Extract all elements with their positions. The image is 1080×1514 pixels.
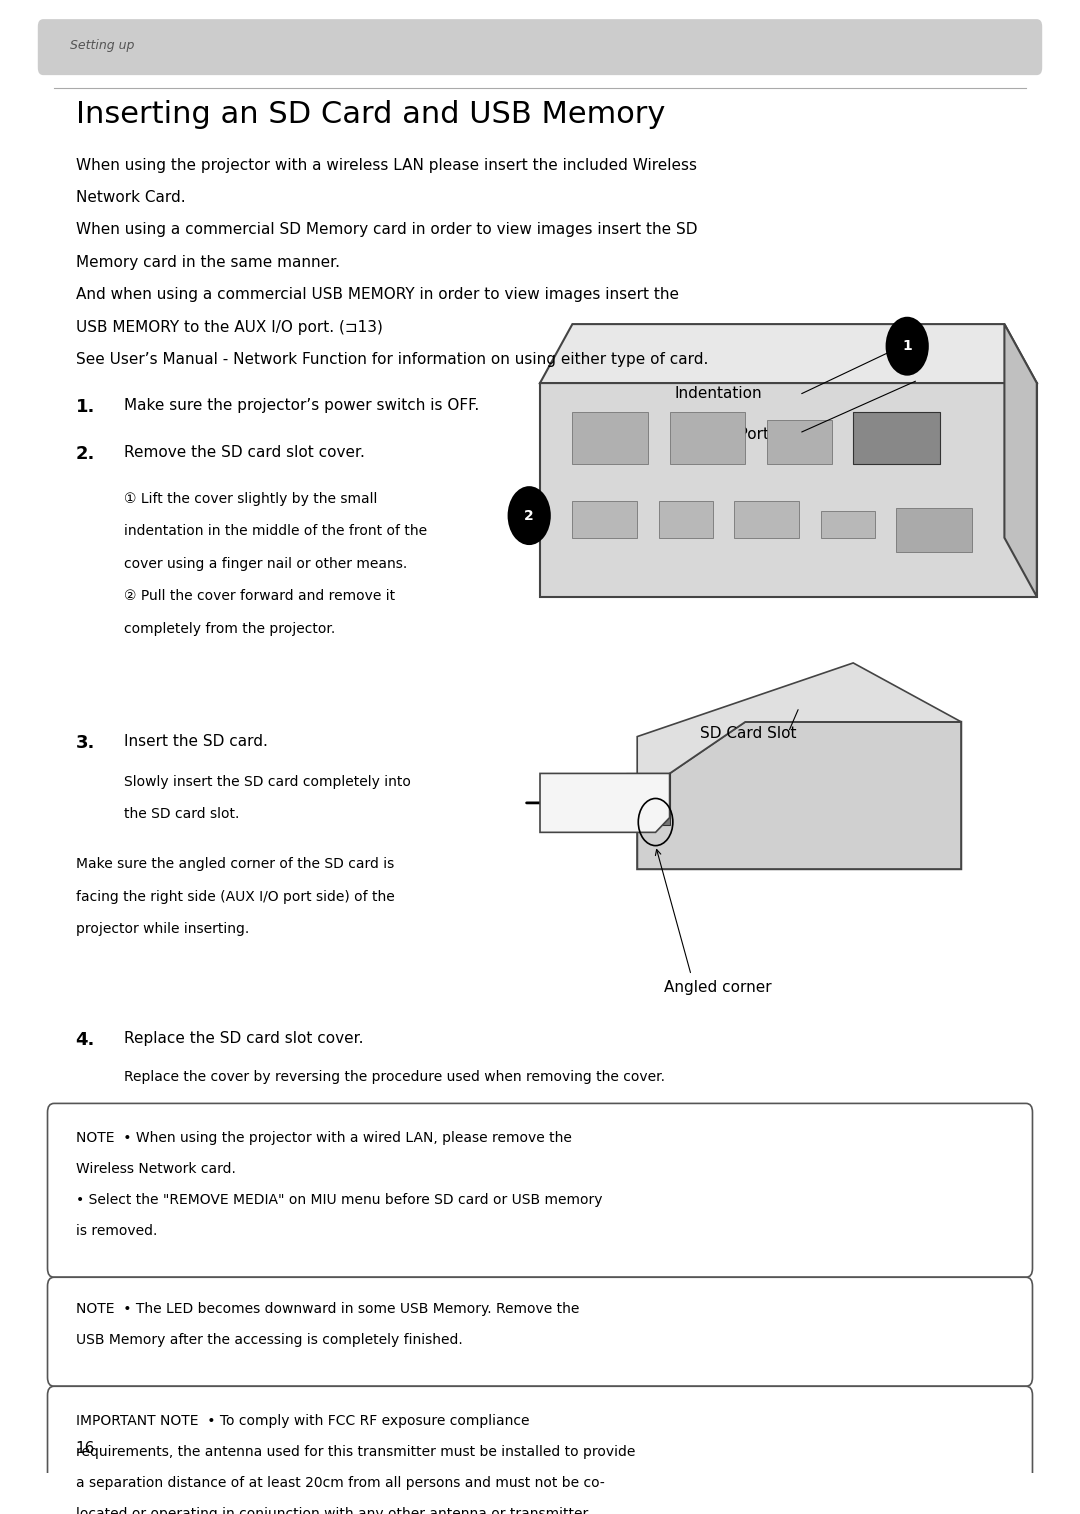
Text: Make sure the angled corner of the SD card is: Make sure the angled corner of the SD ca… [76, 857, 394, 872]
FancyBboxPatch shape [734, 501, 799, 537]
Text: When using the projector with a wireless LAN please insert the included Wireless: When using the projector with a wireless… [76, 157, 697, 173]
Circle shape [886, 316, 929, 375]
Polygon shape [540, 324, 1037, 383]
Text: indentation in the middle of the front of the: indentation in the middle of the front o… [124, 524, 428, 539]
FancyBboxPatch shape [48, 1387, 1032, 1514]
Text: Network Card.: Network Card. [76, 191, 186, 204]
Text: 3.: 3. [76, 734, 95, 751]
Text: When using a commercial SD Memory card in order to view images insert the SD: When using a commercial SD Memory card i… [76, 223, 697, 238]
Text: And when using a commercial USB MEMORY in order to view images insert the: And when using a commercial USB MEMORY i… [76, 288, 678, 303]
Text: See User’s Manual - Network Function for information on using either type of car: See User’s Manual - Network Function for… [76, 353, 708, 366]
Text: Make sure the projector’s power switch is OFF.: Make sure the projector’s power switch i… [124, 398, 480, 413]
Text: a separation distance of at least 20cm from all persons and must not be co-: a separation distance of at least 20cm f… [76, 1476, 605, 1490]
Polygon shape [540, 774, 670, 833]
Text: ① Lift the cover slightly by the small: ① Lift the cover slightly by the small [124, 492, 378, 506]
Polygon shape [637, 722, 961, 869]
FancyBboxPatch shape [38, 20, 1042, 76]
Text: AUX I/O Port: AUX I/O Port [675, 427, 769, 442]
FancyBboxPatch shape [48, 1278, 1032, 1387]
Text: SD Card Slot: SD Card Slot [700, 727, 796, 742]
Text: 16: 16 [76, 1441, 95, 1456]
Text: IMPORTANT NOTE  • To comply with FCC RF exposure compliance: IMPORTANT NOTE • To comply with FCC RF e… [76, 1414, 529, 1428]
Text: Angled corner: Angled corner [664, 980, 772, 995]
Text: 2.: 2. [76, 445, 95, 463]
FancyBboxPatch shape [572, 501, 637, 537]
FancyBboxPatch shape [896, 509, 972, 553]
Text: Remove the SD card slot cover.: Remove the SD card slot cover. [124, 445, 365, 460]
Text: located or operating in conjunction with any other antenna or transmitter.: located or operating in conjunction with… [76, 1506, 591, 1514]
Text: cover using a finger nail or other means.: cover using a finger nail or other means… [124, 557, 407, 571]
Text: requirements, the antenna used for this transmitter must be installed to provide: requirements, the antenna used for this … [76, 1446, 635, 1459]
FancyBboxPatch shape [48, 1104, 1032, 1278]
FancyBboxPatch shape [659, 501, 713, 537]
Text: Replace the cover by reversing the procedure used when removing the cover.: Replace the cover by reversing the proce… [124, 1069, 665, 1084]
Text: Indentation: Indentation [675, 386, 762, 401]
Text: ② Pull the cover forward and remove it: ② Pull the cover forward and remove it [124, 589, 395, 603]
FancyBboxPatch shape [572, 412, 648, 465]
Text: 1.: 1. [76, 398, 95, 416]
Text: projector while inserting.: projector while inserting. [76, 922, 248, 936]
Text: Memory card in the same manner.: Memory card in the same manner. [76, 254, 339, 269]
Text: NOTE  • When using the projector with a wired LAN, please remove the: NOTE • When using the projector with a w… [76, 1131, 571, 1146]
Text: Replace the SD card slot cover.: Replace the SD card slot cover. [124, 1031, 364, 1046]
Polygon shape [540, 383, 1037, 597]
Text: USB Memory after the accessing is completely finished.: USB Memory after the accessing is comple… [76, 1334, 462, 1347]
Text: completely from the projector.: completely from the projector. [124, 622, 336, 636]
Text: Inserting an SD Card and USB Memory: Inserting an SD Card and USB Memory [76, 100, 665, 129]
Text: 2: 2 [524, 509, 535, 522]
Text: 1: 1 [902, 339, 913, 353]
Circle shape [508, 486, 551, 545]
Text: 4.: 4. [76, 1031, 95, 1049]
FancyBboxPatch shape [821, 512, 875, 537]
Text: facing the right side (AUX I/O port side) of the: facing the right side (AUX I/O port side… [76, 890, 394, 904]
Text: the SD card slot.: the SD card slot. [124, 807, 240, 821]
Text: is removed.: is removed. [76, 1225, 157, 1238]
Text: Wireless Network card.: Wireless Network card. [76, 1163, 235, 1176]
Text: Slowly insert the SD card completely into: Slowly insert the SD card completely int… [124, 775, 411, 789]
FancyBboxPatch shape [767, 419, 832, 465]
Polygon shape [637, 663, 961, 795]
Text: USB MEMORY to the AUX I/O port. (⊐13): USB MEMORY to the AUX I/O port. (⊐13) [76, 319, 382, 335]
FancyBboxPatch shape [853, 412, 940, 465]
Polygon shape [1004, 324, 1037, 597]
Text: • Select the "REMOVE MEDIA" on MIU menu before SD card or USB memory: • Select the "REMOVE MEDIA" on MIU menu … [76, 1193, 603, 1207]
FancyBboxPatch shape [626, 774, 670, 825]
FancyBboxPatch shape [853, 412, 940, 465]
Text: Setting up: Setting up [70, 39, 135, 51]
Text: NOTE  • The LED becomes downward in some USB Memory. Remove the: NOTE • The LED becomes downward in some … [76, 1302, 579, 1316]
Text: Insert the SD card.: Insert the SD card. [124, 734, 268, 748]
FancyBboxPatch shape [670, 412, 745, 465]
